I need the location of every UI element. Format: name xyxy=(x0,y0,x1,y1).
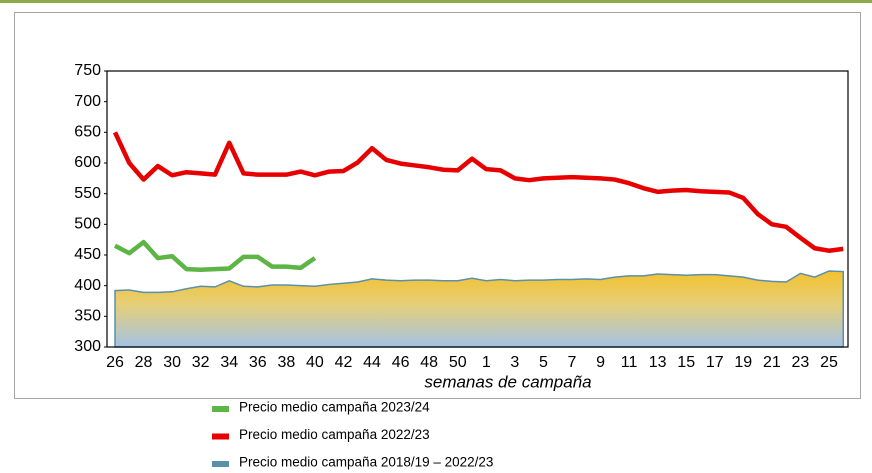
x-tick-label: 7 xyxy=(568,354,577,371)
x-tick-label: 1 xyxy=(482,354,491,371)
x-tick-label: 26 xyxy=(106,354,124,371)
y-tick-label: 400 xyxy=(74,277,101,294)
x-tick-label: 42 xyxy=(335,354,353,371)
x-tick-label: 36 xyxy=(249,354,267,371)
x-tick-label: 48 xyxy=(420,354,438,371)
x-tick-label: 11 xyxy=(621,354,638,371)
x-tick-label: 13 xyxy=(649,354,667,371)
legend-label: Precio medio campaña 2023/24 xyxy=(239,400,430,415)
line xyxy=(112,131,844,253)
legend-label: Precio medio campaña 2018/19 – 2022/23 xyxy=(239,455,493,470)
legend-swatch xyxy=(212,461,229,467)
x-tick-label: 34 xyxy=(220,354,238,371)
x-tick-label: 44 xyxy=(363,354,381,371)
legend-swatch xyxy=(212,433,229,440)
plot-frame xyxy=(106,70,849,348)
x-tick-label: 5 xyxy=(539,354,548,371)
y-tick-label: 350 xyxy=(74,308,101,325)
x-tick-label: 19 xyxy=(734,354,752,371)
x-tick-label: 15 xyxy=(677,354,695,371)
x-tick-label: 23 xyxy=(792,354,810,371)
y-tick-label: 600 xyxy=(74,154,101,171)
x-tick-label: 9 xyxy=(596,354,605,371)
x-tick-label: 21 xyxy=(763,354,781,371)
y-tick-label: 300 xyxy=(74,338,101,355)
x-tick-label: 30 xyxy=(163,354,181,371)
x-tick-label: 17 xyxy=(706,354,724,371)
legend-swatch xyxy=(212,406,229,412)
y-tick-label: 500 xyxy=(74,216,101,233)
x-tick-label: 28 xyxy=(135,354,153,371)
line xyxy=(113,239,317,272)
y-tick-label: 450 xyxy=(74,246,101,263)
x-tick-label: 40 xyxy=(306,354,324,371)
x-axis-label: semanas de campaña xyxy=(424,372,591,391)
area xyxy=(114,270,845,348)
x-tick-label: 38 xyxy=(277,354,295,371)
x-tick-label: 50 xyxy=(449,354,467,371)
chart-frame xyxy=(14,12,861,399)
y-tick-label: 750 xyxy=(74,62,101,79)
y-tick-label: 700 xyxy=(74,93,101,110)
legend-label: Precio medio campaña 2022/23 xyxy=(239,427,430,442)
y-tick-label: 550 xyxy=(74,185,101,202)
x-tick-label: 25 xyxy=(820,354,838,371)
y-tick-label: 650 xyxy=(74,124,101,141)
x-tick-label: 32 xyxy=(192,354,210,371)
top-rule xyxy=(0,0,872,3)
x-tick-label: 3 xyxy=(510,354,519,371)
x-tick-label: 46 xyxy=(392,354,410,371)
